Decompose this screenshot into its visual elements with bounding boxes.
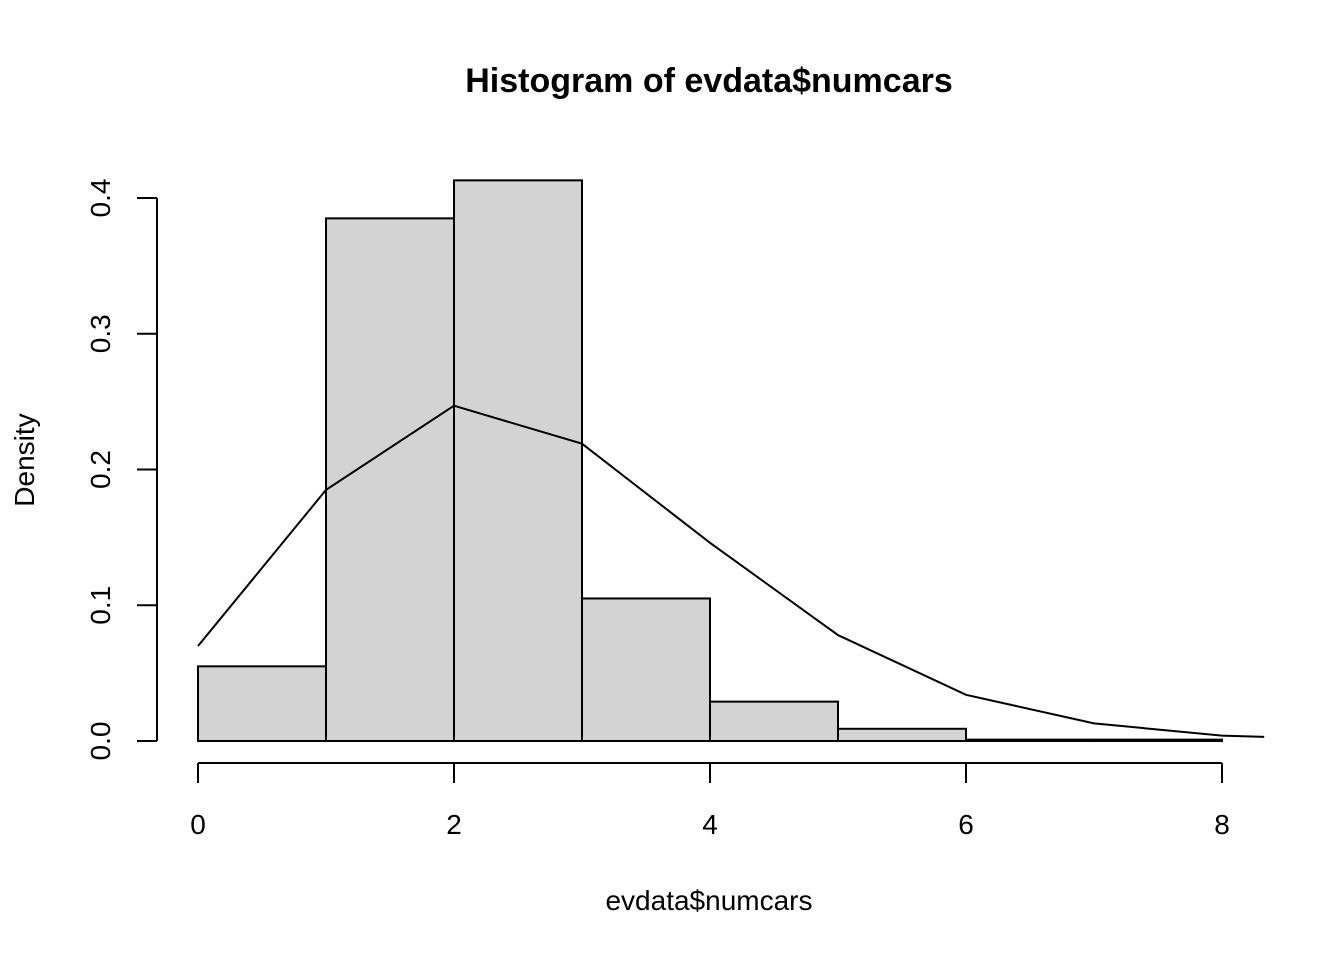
x-axis: 0 2 4 6 8	[190, 762, 1230, 840]
y-tick-label-2: 0.2	[85, 450, 116, 489]
histogram-bar-2	[453, 179, 583, 743]
x-tick-label-2: 4	[702, 809, 718, 840]
x-tick-label-4: 8	[1214, 809, 1230, 840]
histogram-bar-5	[837, 727, 967, 742]
y-tick-label-4: 0.4	[85, 179, 116, 218]
y-tick-label-1: 0.1	[85, 586, 116, 625]
y-tick-label-0: 0.0	[85, 722, 116, 761]
density-curve	[197, 404, 1265, 738]
histogram-bar-1	[325, 217, 455, 743]
chart-title: Histogram of evdata$numcars	[465, 62, 953, 100]
x-axis-label: evdata$numcars	[605, 885, 812, 916]
y-tick-label-3: 0.3	[85, 314, 116, 353]
x-tick-label-1: 2	[446, 809, 462, 840]
histogram-bar-4	[709, 700, 839, 743]
histogram-bars	[197, 179, 1223, 743]
x-tick-label-0: 0	[190, 809, 206, 840]
histogram-bar-6	[965, 738, 1095, 743]
histogram-bar-7	[1093, 738, 1223, 743]
x-tick-label-3: 6	[958, 809, 974, 840]
y-axis: 0.0 0.1 0.2 0.3 0.4	[85, 179, 158, 761]
y-axis-label: Density	[9, 413, 40, 506]
histogram-bar-0	[197, 665, 327, 743]
histogram-bar-3	[581, 597, 711, 743]
